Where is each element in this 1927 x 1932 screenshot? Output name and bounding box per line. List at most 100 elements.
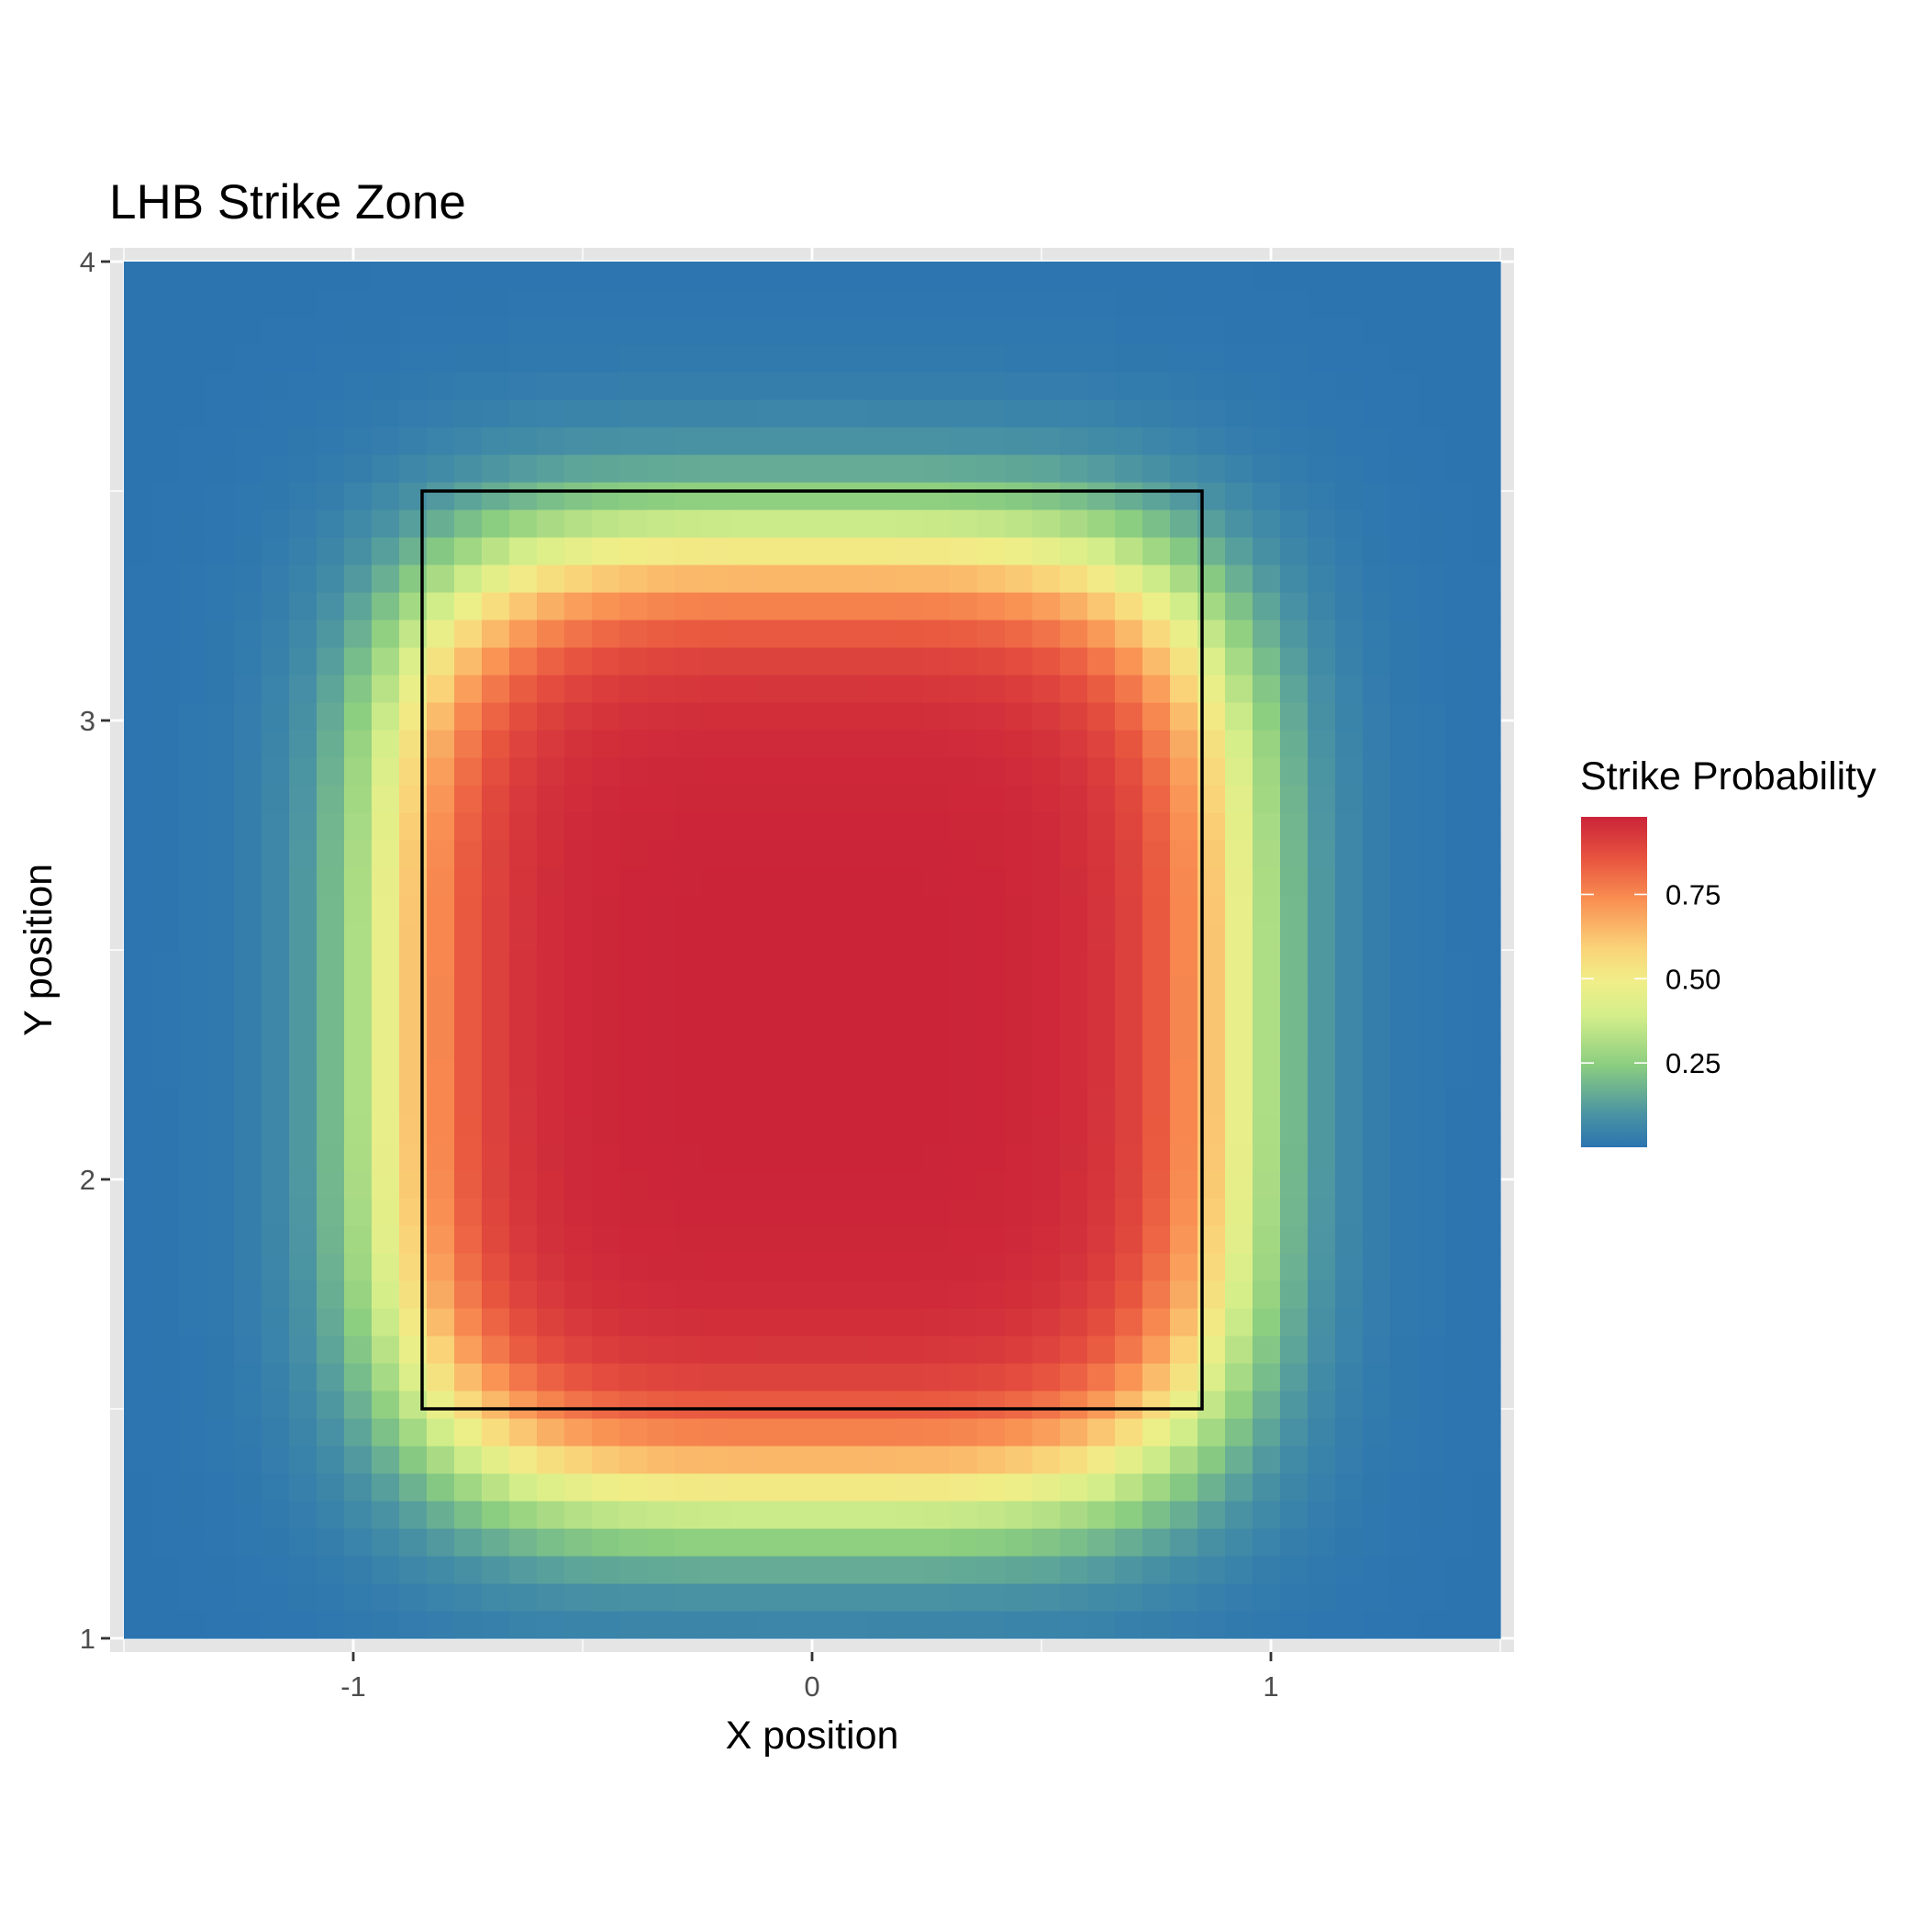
heatmap-cell xyxy=(427,922,455,951)
heatmap-cell xyxy=(344,1418,373,1446)
heatmap-cell xyxy=(922,1363,951,1391)
heatmap-cell xyxy=(234,1033,262,1061)
heatmap-cell xyxy=(785,1198,813,1226)
heatmap-cell xyxy=(1445,1143,1474,1171)
heatmap-cell xyxy=(1253,950,1281,978)
heatmap-cell xyxy=(1418,1060,1446,1089)
heatmap-cell xyxy=(1005,730,1033,758)
heatmap-cell xyxy=(977,592,1006,620)
heatmap-cell xyxy=(1280,620,1309,648)
heatmap-cell xyxy=(482,840,510,868)
heatmap-cell xyxy=(1418,1363,1446,1391)
heatmap-cell xyxy=(564,1308,593,1336)
heatmap-cell xyxy=(1253,1308,1281,1336)
heatmap-cell xyxy=(840,730,868,758)
heatmap-cell xyxy=(289,1583,317,1612)
heatmap-cell xyxy=(124,1473,152,1502)
heatmap-cell xyxy=(647,1143,675,1171)
heatmap-cell xyxy=(950,922,978,951)
heatmap-cell xyxy=(895,1611,923,1639)
heatmap-cell xyxy=(289,675,317,703)
heatmap-cell xyxy=(1280,702,1309,731)
heatmap-cell xyxy=(1142,840,1171,868)
heatmap-cell xyxy=(1060,785,1088,813)
heatmap-cell xyxy=(977,922,1006,951)
heatmap-cell xyxy=(1390,1446,1419,1474)
heatmap-cell xyxy=(206,1501,235,1529)
heatmap-cell xyxy=(537,1280,565,1309)
heatmap-cell xyxy=(179,1583,207,1612)
heatmap-cell xyxy=(895,675,923,703)
heatmap-cell xyxy=(317,1088,345,1116)
heatmap-cell xyxy=(619,1005,648,1033)
heatmap-cell xyxy=(482,1473,510,1502)
heatmap-cell xyxy=(812,372,841,400)
heatmap-cell xyxy=(537,344,565,373)
heatmap-cell xyxy=(785,785,813,813)
heatmap-cell xyxy=(1445,509,1474,538)
heatmap-cell xyxy=(840,675,868,703)
heatmap-cell xyxy=(757,509,785,538)
heatmap-cell xyxy=(1418,482,1446,510)
heatmap-cell xyxy=(674,1611,703,1639)
heatmap-cell xyxy=(977,1308,1006,1336)
heatmap-cell xyxy=(1197,344,1226,373)
heatmap-cell xyxy=(509,1143,538,1171)
heatmap-cell xyxy=(454,1060,483,1089)
heatmap-cell xyxy=(454,1033,483,1061)
heatmap-cell xyxy=(1335,675,1364,703)
heatmap-cell xyxy=(262,895,290,923)
heatmap-cell xyxy=(564,1253,593,1281)
heatmap-cell xyxy=(1335,1308,1364,1336)
heatmap-cell xyxy=(812,1253,841,1281)
heatmap-cell xyxy=(454,1473,483,1502)
heatmap-cell xyxy=(977,317,1006,345)
heatmap-cell xyxy=(950,1418,978,1446)
heatmap-cell xyxy=(1335,647,1364,676)
heatmap-cell xyxy=(785,730,813,758)
heatmap-cell xyxy=(1473,675,1501,703)
heatmap-cell xyxy=(1280,1253,1309,1281)
heatmap-cell xyxy=(372,1611,400,1639)
heatmap-cell xyxy=(1115,372,1143,400)
heatmap-cell xyxy=(179,867,207,896)
heatmap-cell xyxy=(867,950,896,978)
heatmap-cell xyxy=(647,592,675,620)
heatmap-cell xyxy=(592,840,620,868)
heatmap-cell xyxy=(1473,1060,1501,1089)
heatmap-cell xyxy=(1445,1170,1474,1199)
heatmap-cell xyxy=(977,509,1006,538)
heatmap-cell xyxy=(1170,1198,1198,1226)
legend-label: 0.75 xyxy=(1665,878,1721,910)
heatmap-cell xyxy=(206,647,235,676)
heatmap-cell xyxy=(1005,867,1033,896)
heatmap-cell xyxy=(234,1005,262,1033)
heatmap-cell xyxy=(1335,1611,1364,1639)
heatmap-cell xyxy=(674,1556,703,1584)
heatmap-cell xyxy=(372,262,400,290)
heatmap-cell xyxy=(1142,702,1171,731)
heatmap-cell xyxy=(1445,289,1474,318)
heatmap-cell xyxy=(977,1033,1006,1061)
heatmap-cell xyxy=(427,537,455,565)
heatmap-cell xyxy=(730,1033,758,1061)
heatmap-cell xyxy=(1280,289,1309,318)
heatmap-cell xyxy=(179,895,207,923)
heatmap-cell xyxy=(1115,1253,1143,1281)
heatmap-cell xyxy=(592,262,620,290)
heatmap-cell xyxy=(262,427,290,455)
heatmap-cell xyxy=(730,262,758,290)
heatmap-cell xyxy=(151,427,180,455)
heatmap-cell xyxy=(427,1005,455,1033)
heatmap-cell xyxy=(647,675,675,703)
heatmap-cell xyxy=(1142,950,1171,978)
heatmap-cell xyxy=(1032,895,1061,923)
heatmap-cell xyxy=(1087,1528,1116,1557)
heatmap-cell xyxy=(1308,1335,1336,1364)
heatmap-cell xyxy=(702,1528,730,1557)
heatmap-cell xyxy=(234,757,262,786)
heatmap-cell xyxy=(592,537,620,565)
heatmap-cell xyxy=(977,1556,1006,1584)
heatmap-cell xyxy=(151,867,180,896)
heatmap-cell xyxy=(1473,922,1501,951)
